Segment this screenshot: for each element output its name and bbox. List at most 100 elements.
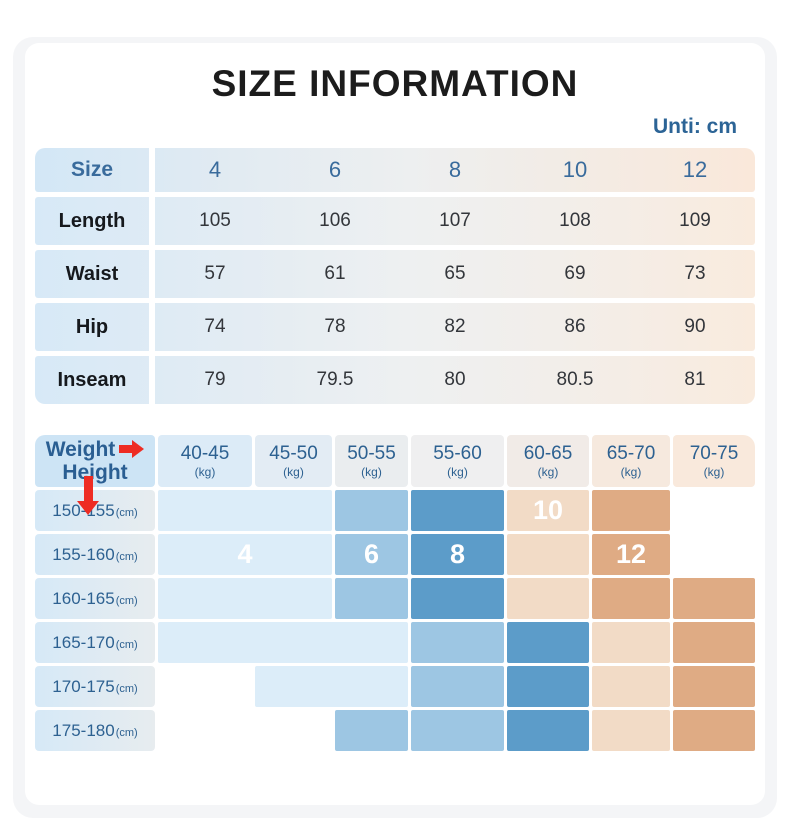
weight-column-header: 70-75 (kg) <box>673 435 755 487</box>
fit-cell-empty <box>158 710 252 751</box>
size-column-header: 10 <box>562 157 588 182</box>
weight-column-header: 65-70 (kg) <box>592 435 670 487</box>
weight-unit: (kg) <box>283 464 304 479</box>
size-table-cell: 61 <box>324 263 346 284</box>
size-table-cell: 82 <box>444 316 466 337</box>
size-table-cell: 90 <box>684 316 706 337</box>
weight-unit: (kg) <box>194 464 216 479</box>
weight-axis-label: Weight <box>45 437 116 461</box>
size-table-cell: 65 <box>444 263 466 284</box>
fit-cell-size-4 <box>158 622 408 663</box>
size-column-header: 6 <box>328 157 342 182</box>
weight-range: 40-45 <box>180 442 230 464</box>
weight-column-header: 55-60 (kg) <box>411 435 504 487</box>
fit-cell-size-12 <box>592 578 670 619</box>
fit-cell-size-6 <box>335 710 408 751</box>
fit-matrix-row: 170-175 (cm) <box>35 666 755 707</box>
height-row-label: 165-170 (cm) <box>35 622 155 663</box>
height-range: 165-170 <box>52 632 115 652</box>
fit-cell-size-8 <box>411 490 504 531</box>
arrow-shaft <box>119 445 133 454</box>
fit-cell-size-6 <box>411 622 504 663</box>
height-arrow-down-icon <box>77 476 99 516</box>
height-unit: (cm) <box>115 638 138 651</box>
height-row-label: 155-160 (cm) <box>35 534 155 575</box>
size-column-header: 8 <box>448 157 462 182</box>
size-table-cell: 80.5 <box>556 369 594 390</box>
size-table-cell: 106 <box>319 210 351 231</box>
weight-range: 45-50 <box>269 442 318 464</box>
size-table-cell: 73 <box>684 263 706 284</box>
fit-cell-size-8 <box>411 578 504 619</box>
weight-unit: (kg) <box>537 464 559 479</box>
size-table-cell: 69 <box>564 263 586 284</box>
unit-note: Unti: cm <box>653 115 737 138</box>
height-row-label: 170-175 (cm) <box>35 666 155 707</box>
fit-cell-empty <box>255 710 332 751</box>
height-range: 175-180 <box>52 720 115 740</box>
fit-cell-size-10 <box>507 578 589 619</box>
weight-range: 50-55 <box>347 442 396 464</box>
fit-matrix-row: 160-165 (cm) <box>35 578 755 619</box>
size-table-cell: 86 <box>564 316 586 337</box>
fit-cell-size-6 <box>335 490 408 531</box>
weight-arrow-right-icon <box>119 440 145 459</box>
fit-cell-size-12 <box>592 490 670 531</box>
size-table-cell: 108 <box>559 210 591 231</box>
arrow-head <box>77 501 99 515</box>
arrow-head <box>132 440 145 459</box>
size-column-header: 4 <box>208 157 222 182</box>
fit-cell-size-8 <box>507 666 589 707</box>
height-unit: (cm) <box>115 726 138 739</box>
size-table-row-label: Waist <box>35 250 155 298</box>
weight-column-header: 60-65 (kg) <box>507 435 589 487</box>
fit-cell-size-10 <box>507 534 589 575</box>
weight-unit: (kg) <box>447 464 468 479</box>
arrow-shaft <box>84 476 93 502</box>
weight-unit: (kg) <box>703 464 725 479</box>
weight-column-header: 45-50 (kg) <box>255 435 332 487</box>
weight-unit: (kg) <box>361 464 382 479</box>
fit-cell-size-10 <box>592 710 670 751</box>
size-table-row-label: Hip <box>35 303 155 351</box>
fit-cell-size-6 <box>411 666 504 707</box>
height-row-label: 160-165 (cm) <box>35 578 155 619</box>
height-unit: (cm) <box>115 550 138 563</box>
weight-column-header: 40-45 (kg) <box>158 435 252 487</box>
fit-cell-size-10: 10 <box>507 490 589 531</box>
height-range: 155-160 <box>52 544 115 564</box>
weight-range: 70-75 <box>689 442 739 464</box>
fit-cell-empty <box>158 666 252 707</box>
fit-cell-size-10 <box>592 666 670 707</box>
size-table-cell: 105 <box>199 210 231 231</box>
fit-cell-size-12 <box>673 578 755 619</box>
fit-cell-size-6 <box>335 578 408 619</box>
fit-cell-size-4 <box>158 490 332 531</box>
fit-matrix-row: 165-170 (cm) <box>35 622 755 663</box>
size-table-row: Length 105 106 107 108 109 <box>35 197 755 245</box>
fit-cell-size-12 <box>673 666 755 707</box>
height-unit: (cm) <box>115 682 138 695</box>
size-table-cell: 78 <box>324 316 346 337</box>
size-table-cell: 79.5 <box>316 369 354 390</box>
height-axis-label: Height <box>62 461 128 484</box>
fit-cell-size-4 <box>255 666 408 707</box>
weight-unit: (kg) <box>620 464 642 479</box>
fit-cell-empty <box>673 490 755 531</box>
size-table-cell: 79 <box>204 369 226 390</box>
fit-cell-size-12: 12 <box>592 534 670 575</box>
height-weight-fit-matrix: Weight Height 40-45 (kg) 45-50 (kg) 50-55 (kg) 5… <box>35 435 755 754</box>
fit-cell-empty <box>673 534 755 575</box>
size-table-row-label: Length <box>35 197 155 245</box>
size-table-row-label: Inseam <box>35 356 155 404</box>
height-range: 170-175 <box>52 676 115 696</box>
size-table-cell: 57 <box>204 263 226 284</box>
size-table-cell: 74 <box>204 316 226 337</box>
height-row-label: 175-180 (cm) <box>35 710 155 751</box>
size-table-cell: 107 <box>439 210 471 231</box>
size-table-row: Hip 74 78 82 86 90 <box>35 303 755 351</box>
fit-cell-size-8: 8 <box>411 534 504 575</box>
size-column-header: 12 <box>682 157 708 182</box>
fit-matrix-corner-cell: Weight Height <box>35 435 155 515</box>
weight-range: 55-60 <box>433 442 482 464</box>
